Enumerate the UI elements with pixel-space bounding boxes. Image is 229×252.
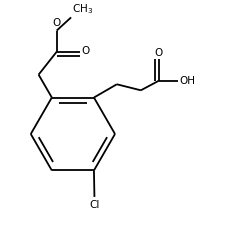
Text: O: O — [52, 18, 60, 28]
Text: CH$_3$: CH$_3$ — [72, 2, 93, 16]
Text: O: O — [81, 46, 89, 56]
Text: Cl: Cl — [89, 200, 99, 210]
Text: OH: OH — [178, 76, 194, 86]
Text: O: O — [154, 48, 162, 57]
